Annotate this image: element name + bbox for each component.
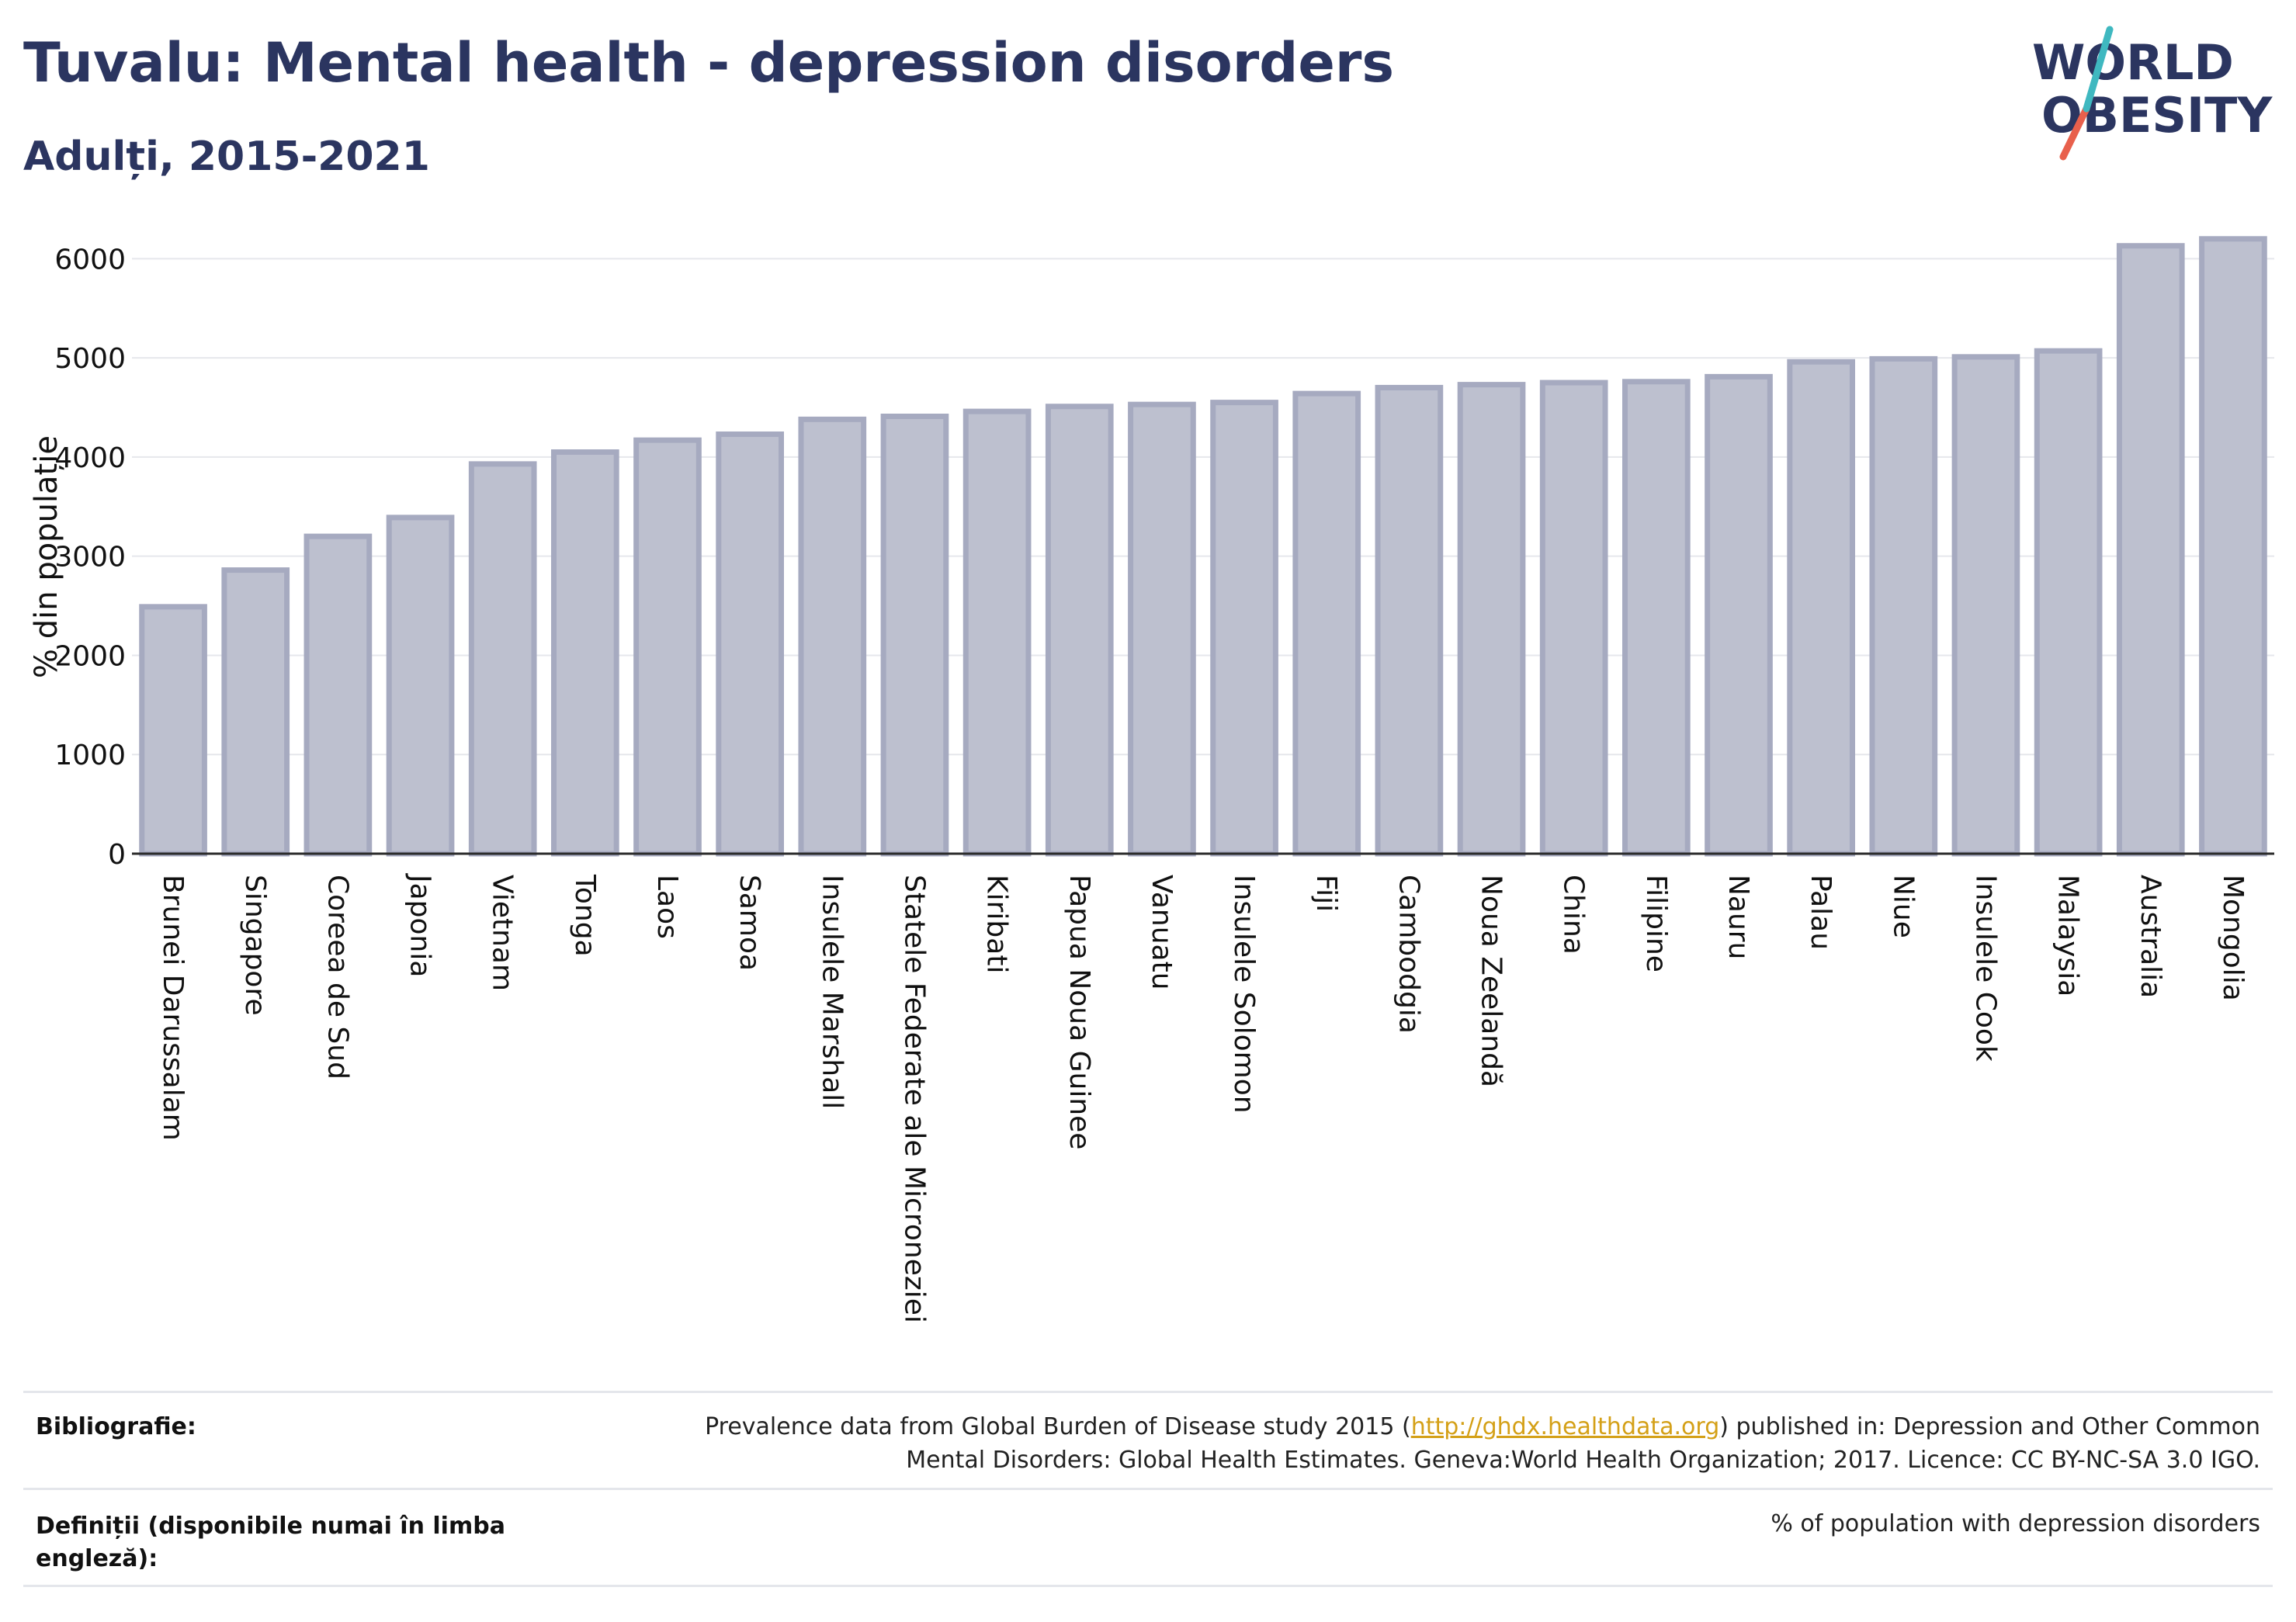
bar <box>139 604 207 857</box>
bibliography-post: ) published in: Depression and Other Com… <box>1719 1413 2260 1440</box>
bibliography-text: Prevalence data from Global Burden of Di… <box>705 1410 2260 1477</box>
x-tick-label: Statele Federate ale Microneziei <box>898 875 930 1323</box>
x-tick-label: Japonia <box>404 873 436 977</box>
definitions-label-line2: engleză): <box>36 1545 158 1572</box>
y-tick-label: 2000 <box>54 640 126 672</box>
bar <box>1622 379 1691 857</box>
x-tick-label: Coreea de Sud <box>321 875 353 1080</box>
x-tick-label: China <box>1558 875 1590 955</box>
bar <box>468 461 537 857</box>
bar <box>2116 243 2185 857</box>
bar <box>303 533 373 857</box>
x-tick-label: Nauru <box>1722 875 1754 959</box>
bibliography-row: Bibliografie: Prevalence data from Globa… <box>23 1391 2273 1488</box>
footer-bottom-rule <box>23 1585 2273 1587</box>
definitions-label: Definiții (disponibile numai în limba en… <box>36 1510 505 1575</box>
bar <box>386 515 455 857</box>
logo-line1: WORLD <box>2032 34 2234 91</box>
bar <box>1787 359 1855 857</box>
x-tick-label: Filipine <box>1640 875 1672 972</box>
x-tick-label: Vanuatu <box>1146 875 1177 990</box>
logo-slash-teal-icon <box>2083 26 2114 113</box>
bar <box>716 431 784 857</box>
x-tick-label: Insulele Cook <box>1969 875 2001 1062</box>
definitions-value: % of population with depression disorder… <box>1771 1510 2260 1537</box>
footer: Bibliografie: Prevalence data from Globa… <box>23 1391 2273 1587</box>
x-tick-label: Vietnam <box>487 875 519 991</box>
x-tick-label: Singapore <box>239 875 271 1016</box>
bar <box>2034 348 2103 857</box>
x-tick-label: Samoa <box>734 875 765 971</box>
x-tick-label: Palau <box>1805 875 1836 950</box>
bar <box>1128 401 1196 857</box>
page-title: Tuvalu: Mental health - depression disor… <box>23 31 1395 95</box>
y-tick-labels: 0 1000 2000 3000 4000 5000 6000 <box>54 244 126 871</box>
x-tick-labels: Brunei Darussalam Singapore Coreea de Sud J… <box>157 873 2249 1323</box>
y-tick-label: 5000 <box>54 343 126 375</box>
definitions-row: Definiții (disponibile numai în limba en… <box>23 1488 2273 1585</box>
x-tick-label: Noua Zeelandă <box>1476 875 1507 1087</box>
bar <box>880 414 949 857</box>
bibliography-line2: Mental Disorders: Global Health Estimate… <box>906 1447 2260 1474</box>
logo-slash-red-icon <box>2059 105 2090 161</box>
definitions-label-line1: Definiții (disponibile numai în limba <box>36 1513 505 1540</box>
bar <box>798 416 867 857</box>
x-tick-label: Papua Noua Guinee <box>1063 875 1095 1149</box>
page-subtitle: Adulți, 2015-2021 <box>23 133 430 180</box>
x-tick-label: Fiji <box>1310 875 1342 912</box>
x-tick-label: Insulele Solomon <box>1228 875 1260 1114</box>
bar <box>1045 404 1114 857</box>
bar <box>1457 382 1526 857</box>
x-tick-label: Mongolia <box>2217 875 2249 1001</box>
bar <box>1869 355 1938 857</box>
y-tick-label: 6000 <box>54 244 126 276</box>
bibliography-link[interactable]: http://ghdx.healthdata.org <box>1410 1413 1720 1440</box>
y-axis-label: % din populație <box>29 435 64 678</box>
bar <box>1292 390 1361 857</box>
y-tick-label: 4000 <box>54 442 126 474</box>
bar <box>1210 400 1278 857</box>
bar-chart: 0 1000 2000 3000 4000 5000 6000 Brunei Darussa… <box>29 236 2274 1323</box>
x-tick-label: Cambodgia <box>1393 875 1424 1034</box>
bar <box>221 567 290 857</box>
x-tick-label: Kiribati <box>981 875 1013 973</box>
bar <box>962 408 1032 857</box>
y-tick-label: 1000 <box>54 740 126 771</box>
x-tick-label: Australia <box>2135 875 2166 998</box>
bar <box>1951 354 2020 857</box>
y-tick-label: 3000 <box>54 542 126 574</box>
y-tick-label: 0 <box>108 839 126 871</box>
bar <box>633 437 702 857</box>
bar <box>1705 373 1773 857</box>
world-obesity-logo: WORLD OBESITY <box>2032 26 2273 161</box>
x-tick-label: Laos <box>651 875 683 939</box>
x-tick-label: Malaysia <box>2052 875 2084 996</box>
bar <box>1375 384 1444 857</box>
bar <box>1539 380 1608 857</box>
x-tick-label: Brunei Darussalam <box>157 875 189 1141</box>
bars <box>139 236 2267 857</box>
x-tick-label: Tonga <box>569 874 601 957</box>
bar <box>2199 236 2267 857</box>
bibliography-pre: Prevalence data from Global Burden of Di… <box>705 1413 1411 1440</box>
bibliography-label: Bibliografie: <box>36 1413 196 1440</box>
x-tick-label: Niue <box>1887 875 1919 938</box>
x-tick-label: Insulele Marshall <box>816 875 848 1109</box>
bar <box>551 449 619 857</box>
